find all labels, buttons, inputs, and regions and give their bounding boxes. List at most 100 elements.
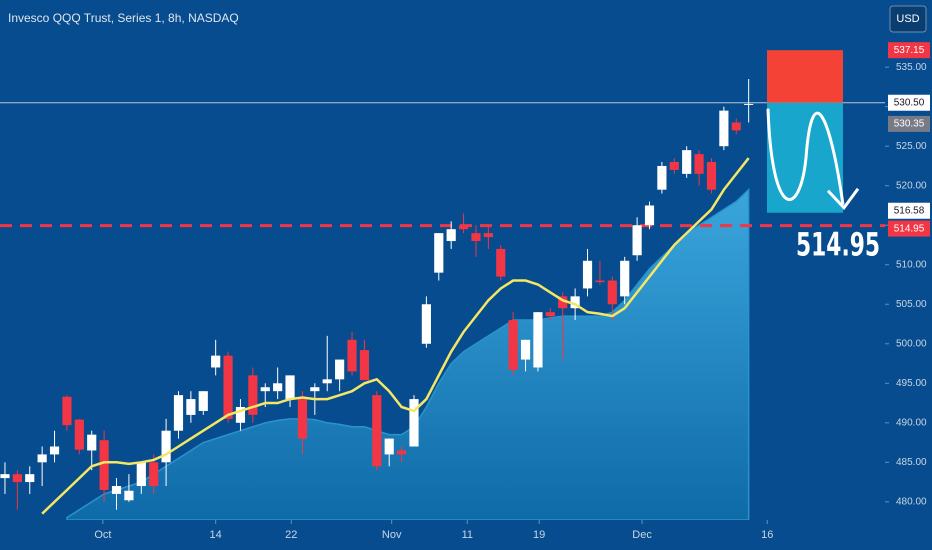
candle-body	[706, 162, 717, 190]
candle-body	[273, 383, 283, 392]
candle-body	[0, 474, 10, 479]
candle-body	[359, 350, 369, 381]
candle-body	[545, 312, 555, 317]
candle-body	[25, 474, 35, 483]
candle-body	[508, 320, 518, 370]
candle-body	[62, 396, 72, 426]
price-label-box	[888, 42, 930, 59]
currency-button[interactable]	[889, 5, 927, 33]
candle-body	[99, 440, 109, 490]
candle-body	[310, 387, 320, 392]
candle-body	[397, 450, 407, 455]
candle-body	[694, 154, 704, 174]
candle-body	[74, 419, 84, 450]
candle-body	[186, 399, 196, 415]
candle-body	[744, 103, 754, 105]
candle-body	[297, 399, 308, 439]
y-tick-label: 510.00	[896, 259, 927, 270]
candle-body	[471, 233, 481, 242]
candle-body	[260, 387, 270, 392]
candle-body	[384, 438, 394, 455]
currency-label[interactable]: USD	[896, 13, 919, 25]
candle-body	[37, 454, 47, 463]
arrow-head	[826, 187, 860, 211]
x-tick-label: 19	[533, 529, 545, 541]
candle-body	[149, 462, 159, 487]
candle-body	[620, 260, 630, 297]
x-tick-label: 22	[285, 529, 297, 541]
candle-body	[161, 430, 171, 463]
candle-body	[136, 462, 146, 487]
price-label-box	[888, 94, 930, 111]
candle-body	[595, 280, 605, 283]
candle-body	[607, 280, 617, 305]
candle-body	[669, 162, 679, 170]
y-tick-label: 525.00	[896, 141, 927, 152]
price-label-box	[888, 220, 930, 237]
candle-body	[446, 229, 456, 242]
price-label-box	[888, 202, 930, 219]
candle-body	[458, 225, 469, 230]
overlay: 514.95	[766, 50, 880, 264]
price-label-box	[888, 115, 930, 132]
candle-body	[434, 233, 444, 273]
x-tick-label: 16	[761, 529, 773, 541]
candle-body	[223, 355, 233, 419]
y-tick-label: 505.00	[896, 299, 927, 310]
level-annotation: 514.95	[796, 226, 880, 264]
x-tick-label: Dec	[632, 529, 652, 541]
candle-body	[483, 233, 493, 238]
x-tick-label: Nov	[382, 529, 402, 541]
chart-title: Invesco QQQ Trust, Series 1, 8h, NASDAQ	[8, 11, 239, 25]
candle-body	[173, 395, 184, 431]
x-tick-label: Oct	[94, 529, 111, 541]
drawn-arrow	[766, 108, 845, 205]
y-tick-label: 535.00	[896, 62, 927, 73]
candle-body	[409, 399, 419, 447]
candle-body	[570, 296, 580, 309]
candle-body	[558, 296, 568, 309]
ma-line	[41, 157, 750, 515]
candle-body	[347, 339, 357, 372]
candle-body	[582, 260, 593, 289]
candle-body	[124, 490, 134, 501]
candle-body	[211, 355, 221, 368]
stop-zone	[767, 50, 843, 103]
candle-body	[235, 406, 246, 423]
y-tick-label: 500.00	[896, 338, 927, 349]
candle-body	[632, 225, 642, 256]
price-label: 514.95	[894, 223, 925, 234]
candle-body	[322, 379, 332, 384]
y-tick-label: 520.00	[896, 180, 927, 191]
candle-body	[644, 205, 655, 226]
candle-body	[335, 359, 345, 380]
candle-body	[520, 339, 531, 360]
plot-area	[0, 79, 885, 520]
candle-body	[49, 446, 60, 455]
price-label: 530.50	[894, 97, 925, 108]
candle-body	[731, 122, 741, 131]
candle-body	[12, 474, 22, 483]
candle-body	[657, 165, 667, 190]
y-tick-label: 490.00	[896, 417, 927, 428]
candle-body	[372, 395, 382, 467]
candle-body	[421, 304, 431, 344]
candle-body	[533, 312, 543, 368]
y-tick-label: 480.00	[896, 496, 927, 507]
candle-body	[682, 150, 692, 174]
price-label: 537.15	[894, 45, 925, 56]
candle-body	[496, 248, 506, 277]
candle-body	[285, 375, 295, 400]
y-tick-label: 485.00	[896, 457, 927, 468]
price-label: 516.58	[894, 205, 925, 216]
x-tick-label: 14	[210, 529, 222, 541]
candle-body	[719, 110, 729, 147]
y-tick-label: 495.00	[896, 378, 927, 389]
price-label: 530.35	[894, 119, 925, 130]
candle-body	[248, 375, 258, 415]
candle-body	[198, 391, 208, 411]
candle-body	[87, 434, 97, 451]
candle-body	[111, 486, 122, 494]
x-tick-label: 11	[462, 529, 473, 541]
